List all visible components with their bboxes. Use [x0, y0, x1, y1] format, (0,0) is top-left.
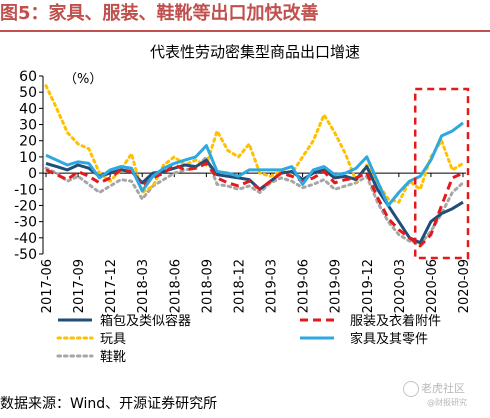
- y-tick-label: -50: [14, 247, 37, 263]
- x-tick-label: 2019-03: [265, 259, 280, 313]
- x-tick-label: 2018-12: [232, 259, 247, 313]
- series-line-4: [44, 155, 465, 246]
- legend-label-2: 玩具: [100, 332, 126, 347]
- y-tick-label: -10: [14, 182, 37, 198]
- x-tick-label: 2020-03: [393, 259, 408, 313]
- tiger-logo-icon: [403, 381, 419, 397]
- legend-label-4: 鞋靴: [100, 349, 126, 365]
- watermark-subtext: @财报研究: [427, 398, 467, 407]
- x-tick-label: 2020-06: [425, 259, 440, 313]
- y-tick-label: 10: [19, 150, 37, 166]
- x-tick-label: 2019-12: [361, 259, 376, 313]
- y-tick-label: 40: [19, 101, 37, 117]
- series-line-0: [45, 158, 464, 245]
- x-tick-label: 2019-06: [297, 259, 312, 313]
- chart-title: 代表性劳动密集型商品出口增速: [150, 43, 360, 61]
- series-line-1: [45, 161, 464, 248]
- legend-label-0: 箱包及类似容器: [100, 313, 191, 329]
- y-tick-label: 60: [19, 69, 37, 85]
- title-rule: [0, 30, 490, 32]
- x-tick-label: 2017-09: [72, 259, 87, 313]
- x-tick-label: 2017-12: [104, 259, 119, 313]
- source-note: 数据来源：Wind、开源证券研究所: [0, 396, 218, 412]
- watermark-text: 老虎社区: [421, 382, 465, 395]
- watermark: 老虎社区 @财报研究: [403, 379, 487, 413]
- x-tick-label: 2018-03: [136, 259, 151, 313]
- y-tick-label: -20: [14, 198, 37, 214]
- series-layer: [44, 84, 465, 248]
- y-tick-label: 0: [28, 166, 37, 182]
- y-tick-label: -30: [14, 215, 37, 231]
- x-tick-label: 2018-09: [200, 259, 215, 313]
- series-line-3: [45, 121, 464, 207]
- x-tick-label: 2018-06: [168, 259, 183, 313]
- y-tick-label: 50: [19, 85, 37, 101]
- highlight-box: [413, 87, 470, 260]
- legend-label-3: 家具及其零件: [350, 331, 428, 347]
- legend-label-1: 服装及衣着附件: [350, 313, 441, 329]
- y-tick-label: -40: [14, 231, 37, 247]
- y-tick-label: 20: [19, 134, 37, 150]
- y-tick-label: 30: [19, 118, 37, 134]
- unit-label: （%）: [64, 72, 102, 87]
- x-tick-label: 2017-06: [40, 259, 55, 313]
- highlight-layer: [413, 87, 470, 260]
- x-tick-label: 2019-09: [329, 259, 344, 313]
- figure-label: 图5：家具、服装、鞋靴等出口加快改善: [0, 3, 319, 24]
- x-tick-label: 2020-09: [457, 259, 472, 313]
